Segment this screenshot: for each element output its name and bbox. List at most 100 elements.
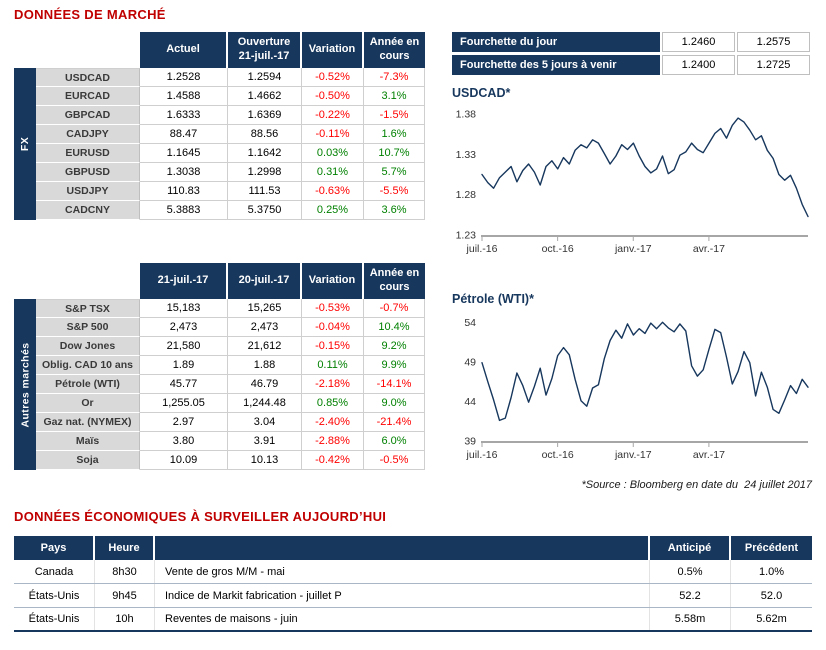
markets-cell-value2: 15,265: [228, 299, 302, 318]
fx-row: GBPCAD 1.6333 1.6369 -0.22% -1.5%: [36, 106, 425, 125]
econ-cell-anticipe: 52.2: [650, 584, 731, 607]
econ-header-1: Heure: [95, 536, 155, 560]
fx-row: CADJPY 88.47 88.56 -0.11% 1.6%: [36, 125, 425, 144]
range-day-high: 1.2575: [737, 32, 810, 52]
fx-cell-ytd: 10.7%: [364, 144, 425, 163]
fx-table-header-row: Actuel Ouverture 21-juil.-17 Variation Anné…: [140, 32, 425, 68]
fx-cell-variation: 0.03%: [302, 144, 364, 163]
markets-cell-value1: 1,255.05: [140, 394, 228, 413]
markets-cell-ytd: 10.4%: [364, 318, 425, 337]
fx-row: USDCAD 1.2528 1.2594 -0.52% -7.3%: [36, 68, 425, 87]
markets-row-label: S&P 500: [36, 318, 140, 337]
markets-table: 21-juil.-17 20-juil.-17 Variation Année en …: [14, 263, 425, 470]
markets-cell-value2: 3.91: [228, 432, 302, 451]
fx-cell-value2: 111.53: [228, 182, 302, 201]
fx-cell-ytd: -7.3%: [364, 68, 425, 87]
fx-cell-ytd: 5.7%: [364, 163, 425, 182]
markets-cell-variation: -0.53%: [302, 299, 364, 318]
markets-cell-value1: 45.77: [140, 375, 228, 394]
range-row-5day: Fourchette des 5 jours à venir 1.2400 1.…: [452, 55, 812, 75]
range-row-day: Fourchette du jour 1.2460 1.2575: [452, 32, 812, 52]
markets-cell-variation: 0.85%: [302, 394, 364, 413]
fx-cell-value2: 88.56: [228, 125, 302, 144]
fx-row-label: EURUSD: [36, 144, 140, 163]
markets-group-bar: Autres marchés: [14, 299, 36, 470]
markets-cell-value1: 1.89: [140, 356, 228, 375]
svg-text:44: 44: [464, 396, 476, 408]
econ-header-2: [155, 536, 650, 560]
fx-cell-value1: 1.6333: [140, 106, 228, 125]
fx-cell-value2: 1.6369: [228, 106, 302, 125]
fx-cell-value1: 5.3883: [140, 201, 228, 220]
econ-cell-heure: 9h45: [95, 584, 155, 607]
wti-chart-block: Pétrole (WTI)* 54 49 44 39 juil.-16 oct.-16 ja…: [452, 292, 812, 468]
markets-cell-variation: -0.04%: [302, 318, 364, 337]
econ-cell-event: Indice de Markit fabrication - juillet P: [155, 584, 650, 607]
fx-cell-ytd: -1.5%: [364, 106, 425, 125]
econ-row: États-Unis 10h Reventes de maisons - juin 5…: [14, 608, 812, 632]
fx-header-3: Année en cours: [364, 32, 425, 68]
fx-row-label: GBPCAD: [36, 106, 140, 125]
markets-row-label: S&P TSX: [36, 299, 140, 318]
fx-row: GBPUSD 1.3038 1.2998 0.31% 5.7%: [36, 163, 425, 182]
fx-cell-variation: -0.50%: [302, 87, 364, 106]
fx-cell-variation: -0.63%: [302, 182, 364, 201]
fx-cell-value1: 110.83: [140, 182, 228, 201]
source-note: *Source : Bloomberg en date du 24 juille…: [581, 479, 812, 491]
markets-cell-value1: 2.97: [140, 413, 228, 432]
markets-cell-ytd: -0.5%: [364, 451, 425, 470]
markets-row: Maïs 3.80 3.91 -2.88% 6.0%: [36, 432, 425, 451]
fx-cell-value2: 1.4662: [228, 87, 302, 106]
fx-cell-ytd: 3.6%: [364, 201, 425, 220]
econ-header-4: Précédent: [731, 536, 812, 560]
econ-cell-precedent: 52.0: [760, 589, 783, 602]
range-day-label: Fourchette du jour: [452, 32, 660, 52]
fx-table-body: USDCAD 1.2528 1.2594 -0.52% -7.3% EURCAD 1.458…: [36, 68, 425, 220]
econ-cell-anticipe: 5.58m: [650, 608, 731, 630]
svg-text:avr.-17: avr.-17: [693, 243, 725, 255]
svg-text:janv.-17: janv.-17: [614, 243, 652, 255]
svg-text:juil.-16: juil.-16: [466, 449, 498, 461]
svg-text:49: 49: [464, 356, 476, 368]
fx-row-label: USDJPY: [36, 182, 140, 201]
econ-data-title: DONNÉES ÉCONOMIQUES À SURVEILLER AUJOURD…: [14, 509, 387, 524]
markets-cell-value2: 2,473: [228, 318, 302, 337]
markets-cell-value2: 10.13: [228, 451, 302, 470]
markets-cell-variation: -2.88%: [302, 432, 364, 451]
markets-cell-ytd: 6.0%: [364, 432, 425, 451]
fx-cell-value1: 1.3038: [140, 163, 228, 182]
fx-cell-variation: -0.22%: [302, 106, 364, 125]
fx-cell-value1: 1.2528: [140, 68, 228, 87]
markets-header-0: 21-juil.-17: [140, 263, 228, 299]
markets-row-label: Gaz nat. (NYMEX): [36, 413, 140, 432]
markets-row: Oblig. CAD 10 ans 1.89 1.88 0.11% 9.9%: [36, 356, 425, 375]
econ-cell-pays: États-Unis: [14, 584, 95, 607]
fx-cell-ytd: 3.1%: [364, 87, 425, 106]
svg-text:39: 39: [464, 436, 476, 448]
markets-cell-ytd: -0.7%: [364, 299, 425, 318]
fx-row: USDJPY 110.83 111.53 -0.63% -5.5%: [36, 182, 425, 201]
markets-cell-value2: 21,612: [228, 337, 302, 356]
range-5day-high: 1.2725: [737, 55, 810, 75]
svg-text:1.33: 1.33: [456, 149, 477, 161]
svg-text:janv.-17: janv.-17: [614, 449, 652, 461]
econ-cell-pays: États-Unis: [14, 608, 95, 630]
fx-cell-value1: 1.4588: [140, 87, 228, 106]
fx-cell-variation: -0.11%: [302, 125, 364, 144]
econ-cell-heure: 10h: [95, 608, 155, 630]
fx-cell-variation: 0.31%: [302, 163, 364, 182]
wti-chart-title: Pétrole (WTI)*: [452, 292, 534, 306]
usdcad-chart-block: USDCAD* 1.38 1.33 1.28 1.23 juil.-16 oct.-16 j…: [452, 86, 812, 262]
markets-cell-ytd: 9.2%: [364, 337, 425, 356]
fx-row-label: USDCAD: [36, 68, 140, 87]
markets-cell-value1: 21,580: [140, 337, 228, 356]
markets-header-1: 20-juil.-17: [228, 263, 302, 299]
markets-row-label: Soja: [36, 451, 140, 470]
econ-header-3: Anticipé: [650, 536, 731, 560]
fx-row-label: CADJPY: [36, 125, 140, 144]
markets-cell-ytd: 9.9%: [364, 356, 425, 375]
econ-cell-heure: 8h30: [95, 560, 155, 583]
fx-cell-ytd: -5.5%: [364, 182, 425, 201]
svg-text:juil.-16: juil.-16: [466, 243, 498, 255]
fx-cell-value2: 1.2594: [228, 68, 302, 87]
